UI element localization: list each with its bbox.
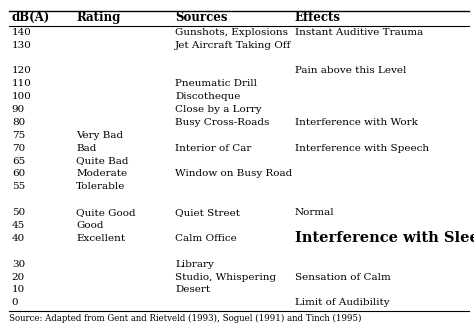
Text: Gunshots, Explosions: Gunshots, Explosions [175,28,288,37]
Text: Pain above this Level: Pain above this Level [294,66,406,75]
Text: 10: 10 [12,285,25,295]
Text: Window on Busy Road: Window on Busy Road [175,169,292,179]
Text: Close by a Lorry: Close by a Lorry [175,105,262,114]
Text: 110: 110 [12,79,32,88]
Text: Interference with Work: Interference with Work [294,118,418,127]
Text: 50: 50 [12,208,25,217]
Text: 55: 55 [12,182,25,191]
Text: 65: 65 [12,157,25,165]
Text: Sources: Sources [175,11,228,24]
Text: Tolerable: Tolerable [76,182,126,191]
Text: Calm Office: Calm Office [175,234,237,243]
Text: 100: 100 [12,92,32,101]
Text: Studio, Whispering: Studio, Whispering [175,273,276,282]
Text: 120: 120 [12,66,32,75]
Text: Normal: Normal [294,208,334,217]
Text: Good: Good [76,221,104,230]
Text: Library: Library [175,260,214,269]
Text: 130: 130 [12,41,32,49]
Text: 30: 30 [12,260,25,269]
Text: Interference with Speech: Interference with Speech [294,144,428,153]
Text: Limit of Audibility: Limit of Audibility [294,298,389,307]
Text: Discotheque: Discotheque [175,92,240,101]
Text: Instant Auditive Trauma: Instant Auditive Trauma [294,28,423,37]
Text: Desert: Desert [175,285,210,295]
Text: Interference with Sleep: Interference with Sleep [294,232,474,245]
Text: 0: 0 [12,298,18,307]
Text: 40: 40 [12,234,25,243]
Text: Very Bad: Very Bad [76,131,123,140]
Text: Jet Aircraft Taking Off: Jet Aircraft Taking Off [175,41,292,49]
Text: 140: 140 [12,28,32,37]
Text: Source: Adapted from Gent and Rietveld (1993), Soguel (1991) and Tinch (1995): Source: Adapted from Gent and Rietveld (… [9,313,362,322]
Text: Effects: Effects [294,11,340,24]
Text: 45: 45 [12,221,25,230]
Text: 60: 60 [12,169,25,179]
Text: Moderate: Moderate [76,169,128,179]
Text: Quiet Street: Quiet Street [175,208,240,217]
Text: 90: 90 [12,105,25,114]
Text: Excellent: Excellent [76,234,125,243]
Text: 20: 20 [12,273,25,282]
Text: Interior of Car: Interior of Car [175,144,251,153]
Text: Rating: Rating [76,11,120,24]
Text: Bad: Bad [76,144,97,153]
Text: dB(A): dB(A) [12,11,50,24]
Text: Quite Bad: Quite Bad [76,157,128,165]
Text: 75: 75 [12,131,25,140]
Text: Sensation of Calm: Sensation of Calm [294,273,390,282]
Text: Busy Cross-Roads: Busy Cross-Roads [175,118,269,127]
Text: Pneumatic Drill: Pneumatic Drill [175,79,257,88]
Text: 80: 80 [12,118,25,127]
Text: Quite Good: Quite Good [76,208,136,217]
Text: 70: 70 [12,144,25,153]
